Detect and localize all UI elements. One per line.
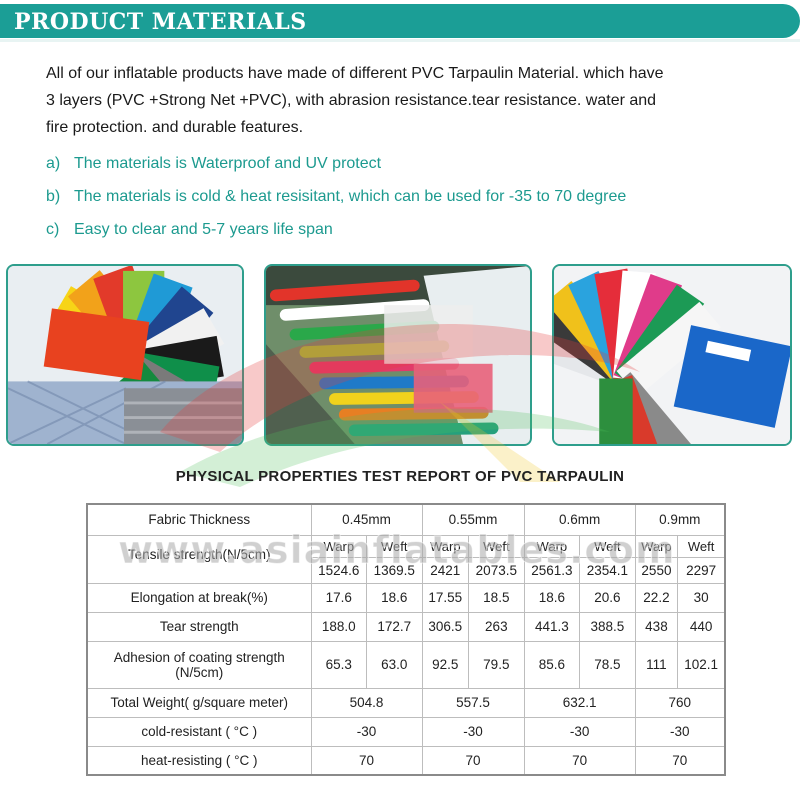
value-cell: 70 <box>421 745 525 776</box>
value-cell: 2561.3 <box>523 556 581 584</box>
table-row: heat-resisting ( °C ) 70 70 70 70 <box>86 745 726 776</box>
value-cell: 557.5 <box>421 687 525 718</box>
weft-header-cell: Weft <box>468 534 525 558</box>
table-row: Total Weight( g/square meter) 504.8 557.… <box>86 687 726 718</box>
value-cell: 440 <box>677 611 726 642</box>
empty-label-cell <box>86 535 312 557</box>
section-title: PRODUCT MATERIALS <box>14 9 307 35</box>
color-swatch-cards-photo <box>552 264 792 446</box>
value-cell: 30 <box>677 582 726 613</box>
value-cell: -30 <box>634 716 726 747</box>
row-label: Elongation at break(%) <box>86 582 312 613</box>
feature-letter: a) <box>46 155 61 172</box>
value-cell: 632.1 <box>523 687 636 718</box>
report-title: PHYSICAL PROPERTIES TEST REPORT OF PVC T… <box>175 468 625 485</box>
feature-list: a) The materials is Waterproof and UV pro… <box>46 147 796 246</box>
intro-line: All of our inflatable products have made… <box>46 65 664 82</box>
row-label: cold-resistant ( °C ) <box>86 716 312 747</box>
value-cell: 438 <box>634 611 679 642</box>
value-cell: 1524.6 <box>310 556 368 584</box>
row-label: Adhesion of coating strength (N/5cm) <box>86 640 312 689</box>
value-cell: 388.5 <box>579 611 636 642</box>
section-header-bar: PRODUCT MATERIALS <box>0 4 800 42</box>
physical-properties-table: Fabric Thickness 0.45mm 0.55mm 0.6mm 0.9… <box>86 503 726 776</box>
value-cell: 18.5 <box>468 582 525 613</box>
feature-text: The materials is Waterproof and UV prote… <box>74 155 382 172</box>
value-cell: 65.3 <box>310 640 368 689</box>
weft-header-cell: Weft <box>677 534 726 558</box>
value-cell: 172.7 <box>366 611 423 642</box>
intro-paragraph: All of our inflatable products have made… <box>46 60 796 141</box>
row-label: Tensile strength(N/5cm) <box>127 547 271 562</box>
weft-header-cell: Weft <box>579 534 636 558</box>
value-cell: -30 <box>421 716 525 747</box>
weft-header-cell: Weft <box>366 534 423 558</box>
material-swatch-fan-photo <box>6 264 244 446</box>
value-cell: 2421 <box>421 556 470 584</box>
table-row: Tear strength 188.0 172.7 306.5 263 441.… <box>86 611 726 642</box>
thickness-label-cell: Fabric Thickness <box>86 503 312 536</box>
value-cell: 78.5 <box>579 640 636 689</box>
value-cell: 17.55 <box>421 582 470 613</box>
value-cell: 760 <box>634 687 726 718</box>
value-cell: 18.6 <box>366 582 423 613</box>
value-cell: -30 <box>310 716 423 747</box>
value-cell: 20.6 <box>579 582 636 613</box>
value-cell: 70 <box>310 745 423 776</box>
feature-item: a) The materials is Waterproof and UV pro… <box>46 147 796 180</box>
feature-letter: b) <box>46 188 61 205</box>
value-cell: 111 <box>634 640 679 689</box>
warp-header-cell: Warp <box>523 534 581 558</box>
thickness-cell: 0.9mm <box>634 503 726 536</box>
value-cell: 504.8 <box>310 687 423 718</box>
value-cell: 79.5 <box>468 640 525 689</box>
value-cell: 63.0 <box>366 640 423 689</box>
value-cell: 2297 <box>677 556 726 584</box>
row-label: Total Weight( g/square meter) <box>86 687 312 718</box>
value-cell: 441.3 <box>523 611 581 642</box>
value-cell: 188.0 <box>310 611 368 642</box>
value-cell: 17.6 <box>310 582 368 613</box>
value-cell: 70 <box>634 745 726 776</box>
table-row: Adhesion of coating strength (N/5cm) 65.… <box>86 640 726 689</box>
value-cell: 263 <box>468 611 525 642</box>
thickness-cell: 0.45mm <box>310 503 423 536</box>
thickness-cell: 0.6mm <box>523 503 636 536</box>
row-label-line: (N/5cm) <box>175 664 224 680</box>
feature-text: Easy to clear and 5-7 years life span <box>74 221 333 238</box>
value-cell: 85.6 <box>523 640 581 689</box>
warp-header-cell: Warp <box>421 534 470 558</box>
warp-header-cell: Warp <box>310 534 368 558</box>
thickness-cell: 0.55mm <box>421 503 525 536</box>
feature-item: c) Easy to clear and 5-7 years life span <box>46 213 796 246</box>
feature-text: The materials is cold & heat resisitant,… <box>74 188 627 205</box>
row-label: heat-resisting ( °C ) <box>86 745 312 776</box>
value-cell: 2354.1 <box>579 556 636 584</box>
value-cell: 2550 <box>634 556 679 584</box>
value-cell: 1369.5 <box>366 556 423 584</box>
table-row: Tensile strength(N/5cm) 1524.6 1369.5 24… <box>86 547 726 584</box>
table-row: Elongation at break(%) 17.6 18.6 17.55 1… <box>86 582 726 613</box>
intro-line: fire protection. and durable features. <box>46 119 304 136</box>
table-header-row: Fabric Thickness 0.45mm 0.55mm 0.6mm 0.9… <box>86 503 726 536</box>
table-row: cold-resistant ( °C ) -30 -30 -30 -30 <box>86 716 726 747</box>
feature-item: b) The materials is cold & heat resisitan… <box>46 180 796 213</box>
value-cell: 70 <box>523 745 636 776</box>
value-cell: 22.2 <box>634 582 679 613</box>
value-cell: -30 <box>523 716 636 747</box>
warp-header-cell: Warp <box>634 534 679 558</box>
tarpaulin-rolls-photo <box>264 264 532 446</box>
table-subheader-row: Warp Weft Warp Weft Warp Weft Warp Weft <box>86 534 726 558</box>
row-label-line: Adhesion of coating strength <box>113 649 285 665</box>
feature-letter: c) <box>46 221 60 238</box>
value-cell: 306.5 <box>421 611 470 642</box>
value-cell: 2073.5 <box>468 556 525 584</box>
intro-line: 3 layers (PVC +Strong Net +PVC), with ab… <box>46 92 657 109</box>
value-cell: 102.1 <box>677 640 726 689</box>
value-cell: 18.6 <box>523 582 581 613</box>
row-label: Tear strength <box>86 611 312 642</box>
value-cell: 92.5 <box>421 640 470 689</box>
